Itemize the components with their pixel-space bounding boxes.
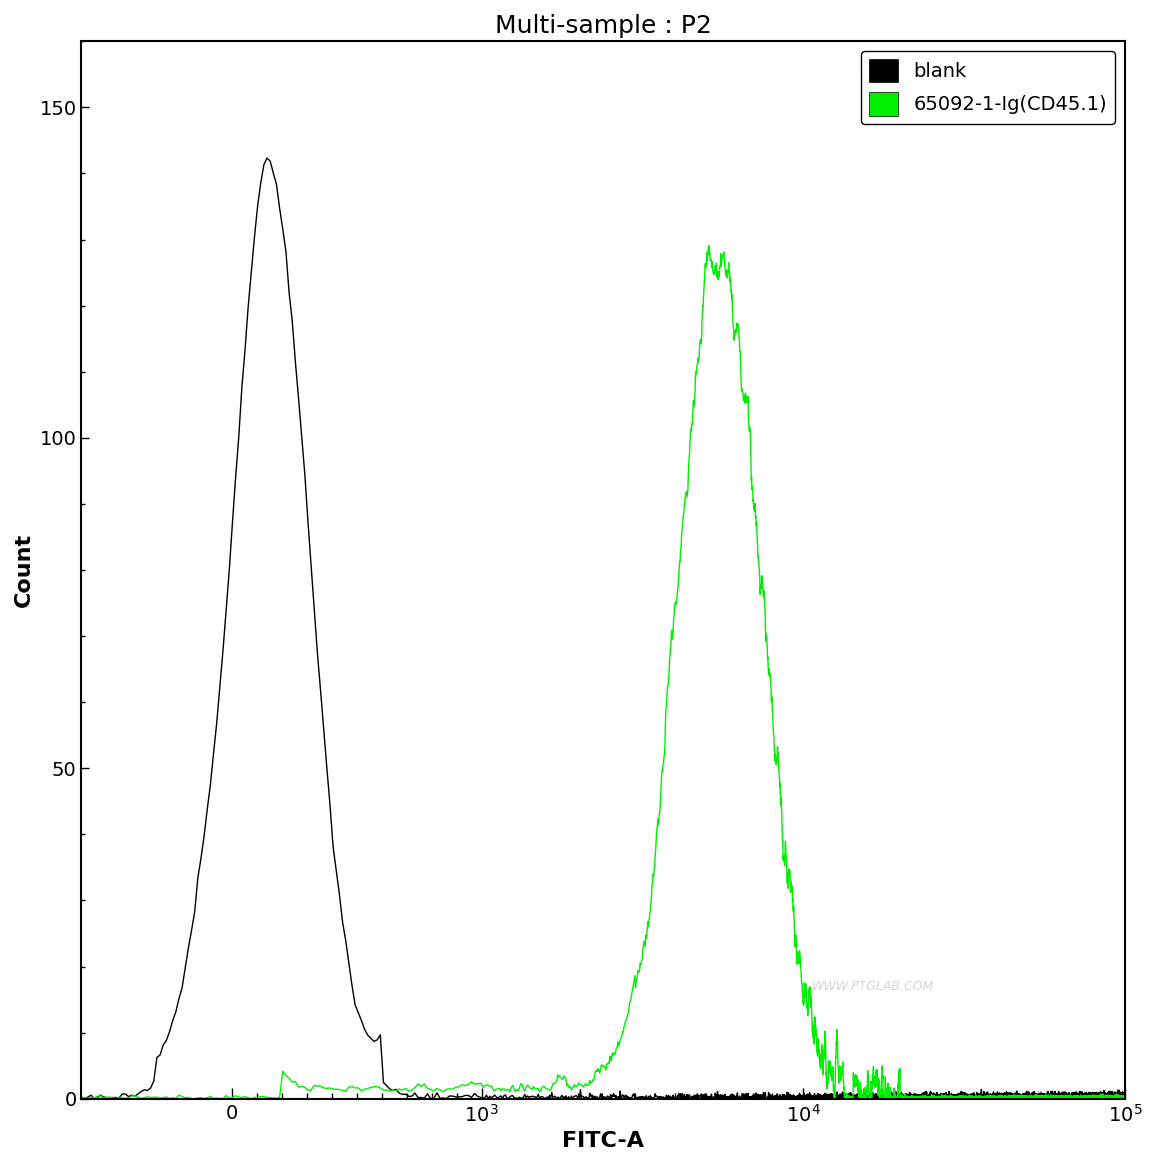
Legend: blank, 65092-1-Ig(CD45.1): blank, 65092-1-Ig(CD45.1) [861,51,1116,123]
Text: WWW.PTGLAB.COM: WWW.PTGLAB.COM [812,980,934,993]
Title: Multi-sample : P2: Multi-sample : P2 [495,14,712,38]
Y-axis label: Count: Count [14,532,34,607]
X-axis label: FITC-A: FITC-A [562,1131,644,1151]
